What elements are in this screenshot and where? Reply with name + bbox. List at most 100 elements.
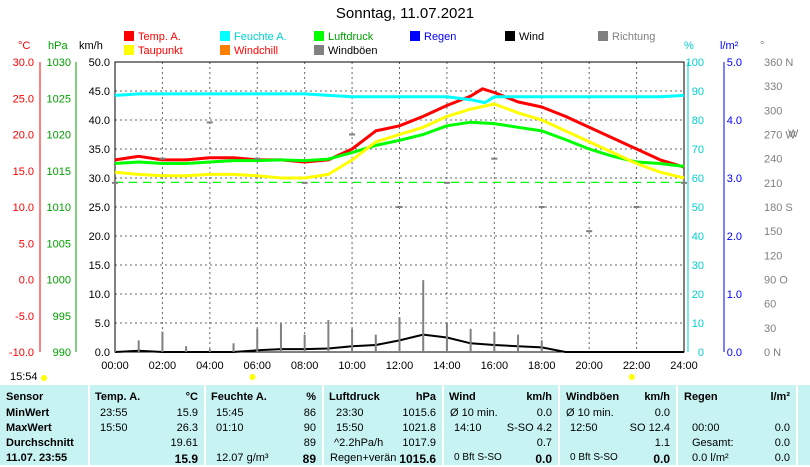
col-sensor-header: Sensor xyxy=(6,391,44,403)
rain-tick-label: 2.0 xyxy=(727,231,742,243)
temp-avg-value: 19.61 xyxy=(170,437,198,449)
pressure-tick-label: 1015 xyxy=(47,166,71,178)
table-divider xyxy=(204,385,206,465)
legend-rain-swatch xyxy=(410,31,420,41)
col-wind-unit: km/h xyxy=(526,391,552,403)
humidity-tick-label: 40 xyxy=(692,231,704,243)
x-tick-label: 22:00 xyxy=(623,360,651,372)
direction-tick-label: 300 xyxy=(764,105,782,117)
legend-windchill: Windchill xyxy=(220,45,278,57)
wind-avg-value: 0.7 xyxy=(536,437,552,449)
col-humidity: Feuchte A.% 15:45 86 01:10 90 89 12.07 g/m… xyxy=(206,385,322,466)
x-tick-label: 24:00 xyxy=(670,360,698,372)
x-tick-label: 08:00 xyxy=(291,360,319,372)
temp-tick-label: -5.0 xyxy=(15,311,34,323)
humidity-abs-value: 12.07 g/m³ xyxy=(216,452,269,464)
legend-humidity-label: Feuchte A. xyxy=(234,31,287,43)
series-line-luftdruck xyxy=(114,120,685,168)
row-label-avg: Durchschnitt xyxy=(6,437,74,449)
legend-gust-swatch xyxy=(314,45,324,55)
legend-humidity-swatch xyxy=(220,31,230,41)
legend-direction: Richtung xyxy=(598,31,655,43)
direction-point xyxy=(538,206,545,208)
col-pressure: Luftdruck hPa 23:30 1015.6 15:50 1021.8 ^2.… xyxy=(324,385,442,466)
rain-tick-label: 0.0 xyxy=(727,347,742,359)
unit-kmh: km/h xyxy=(79,40,103,52)
temp-min-time: 23:55 xyxy=(100,407,128,419)
table-divider xyxy=(88,385,90,465)
row-label-min: MinWert xyxy=(6,407,50,419)
rain-max-value: 0.0 xyxy=(774,422,790,434)
wind-tick-label: 0.0 xyxy=(95,347,110,359)
humidity-tick-label: 30 xyxy=(692,260,704,272)
wind-bft: 0 Bft S-SO xyxy=(454,452,502,463)
humidity-avg-value: 89 xyxy=(303,437,316,449)
rain-tick-label: 5.0 xyxy=(727,57,742,69)
table-divider xyxy=(676,385,678,465)
direction-point xyxy=(586,230,593,233)
rain-total-label: Gesamt: xyxy=(692,437,734,449)
x-tick-label: 02:00 xyxy=(149,360,177,372)
series-line-taupunkt xyxy=(114,102,685,180)
wind-tick-label: 20.0 xyxy=(89,231,110,243)
table-divider xyxy=(442,385,444,465)
legend-rain-label: Regen xyxy=(424,31,457,43)
legend-wind-swatch xyxy=(505,31,515,41)
wind-tick-label: 35.0 xyxy=(89,144,110,156)
table-divider xyxy=(796,385,798,465)
gust-bft: 0 Bft S-SO xyxy=(570,452,618,463)
rain-rate: 0.0 l/m² xyxy=(692,452,729,464)
humidity-tick-label: 70 xyxy=(692,144,704,156)
legend-pressure-swatch xyxy=(314,31,324,41)
col-rain-unit: l/m² xyxy=(770,391,790,403)
humidity-min-value: 86 xyxy=(303,407,316,419)
x-tick-label: 06:00 xyxy=(243,360,271,372)
direction-point xyxy=(633,206,640,208)
direction-tick-label: 360 N xyxy=(764,57,793,69)
legend-temp-label: Temp. A. xyxy=(138,31,181,43)
unit-celsius: °C xyxy=(18,40,31,52)
temp-max-time: 15:50 xyxy=(100,422,128,434)
unit-deg: ° xyxy=(760,40,765,52)
wind-tick-label: 40.0 xyxy=(89,115,110,127)
direction-point xyxy=(349,133,356,136)
x-tick-label: 04:00 xyxy=(196,360,224,372)
wind-tick-label: 5.0 xyxy=(95,318,110,330)
direction-point xyxy=(159,157,166,160)
legend-wind: Wind xyxy=(505,31,544,43)
pressure-current-value: 1015.6 xyxy=(399,452,436,466)
wind-tick-label: 30.0 xyxy=(89,173,110,185)
legend-humidity: Feuchte A. xyxy=(220,31,287,43)
wind-max-value: S-SO 4.2 xyxy=(506,422,552,434)
humidity-tick-label: 60 xyxy=(692,173,704,185)
wind-tick-label: 15.0 xyxy=(89,260,110,272)
x-tick-label: 12:00 xyxy=(386,360,414,372)
pressure-min-value: 1015.6 xyxy=(402,407,436,419)
direction-point xyxy=(254,157,261,160)
direction-tick-label: 180 S xyxy=(764,202,793,214)
pressure-tick-label: 1020 xyxy=(47,130,71,142)
wind-tick-label: 10.0 xyxy=(89,289,110,301)
chart-title: Sonntag, 11.07.2021 xyxy=(335,5,475,22)
gust-current-value: 0.0 xyxy=(653,452,670,466)
direction-point xyxy=(443,181,450,184)
col-wind-header: Wind xyxy=(449,391,476,403)
table-divider xyxy=(322,385,324,465)
humidity-min-time: 15:45 xyxy=(216,407,244,419)
direction-tick-label: 60 xyxy=(764,299,776,311)
gust-max-time: 12:50 xyxy=(570,422,598,434)
temp-current-value: 15.9 xyxy=(174,452,198,466)
temp-tick-label: -10.0 xyxy=(9,347,34,359)
legend-direction-label: Richtung xyxy=(612,31,656,43)
humidity-tick-label: 100 xyxy=(686,57,704,69)
row-label-max: MaxWert xyxy=(6,422,52,434)
direction-point xyxy=(112,181,118,184)
pressure-tick-label: 990 xyxy=(53,347,71,359)
direction-tick-label: 150 xyxy=(764,226,782,238)
pressure-tick-label: 1025 xyxy=(47,93,71,105)
pressure-avg-value: 1017.9 xyxy=(402,437,436,449)
legend-dewpoint-label: Taupunkt xyxy=(138,45,183,57)
temp-tick-label: 10.0 xyxy=(13,202,34,214)
wind-tick-label: 50.0 xyxy=(89,57,110,69)
wind-avg10-label: Ø 10 min. xyxy=(450,407,498,419)
